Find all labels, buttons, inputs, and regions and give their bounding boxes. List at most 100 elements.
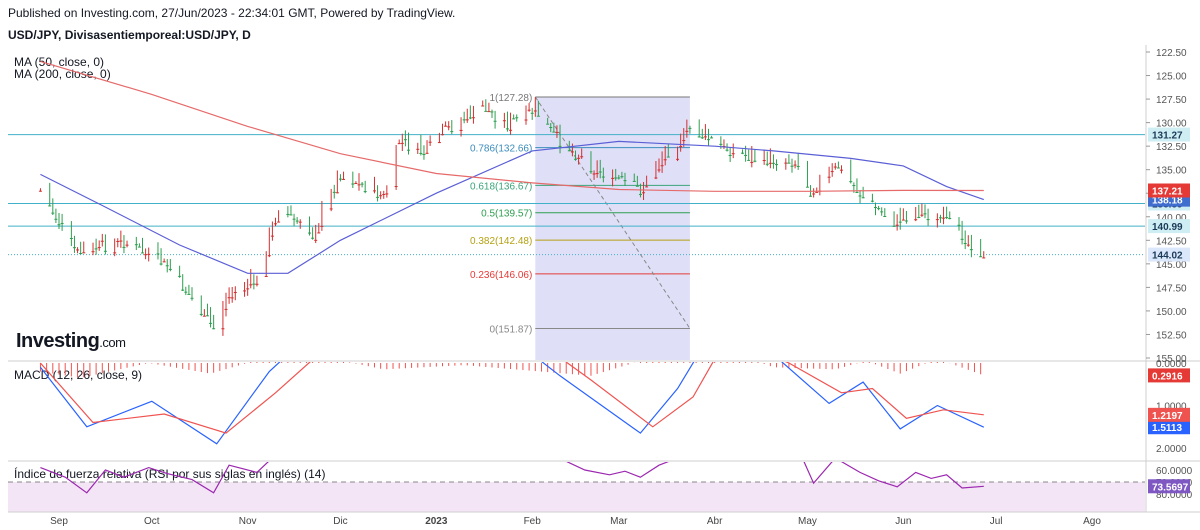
candle-up: [419, 152, 423, 154]
candle-up: [741, 152, 745, 154]
candle-down: [116, 240, 120, 242]
candle-down: [320, 225, 324, 227]
candle-down: [227, 297, 231, 299]
candle-down: [471, 117, 475, 119]
candle-up: [787, 162, 791, 164]
investing-logo: Investing.com: [16, 330, 126, 352]
candle-up: [688, 127, 692, 129]
candle-down: [685, 130, 689, 132]
candle-up: [156, 253, 160, 255]
price-pane: 0(151.87) 0.236(146.06) 0.382(142.48) 0.5(1…: [8, 60, 1145, 360]
candle-up: [706, 139, 710, 141]
fib-trend-line: [534, 96, 691, 329]
candle-down: [230, 297, 234, 299]
candle-down: [982, 257, 986, 259]
price-badge: 138.18: [1152, 196, 1183, 207]
candle-up: [858, 195, 862, 197]
candle-up: [79, 253, 83, 255]
candle-down: [942, 217, 946, 219]
candle-up: [536, 115, 540, 117]
candle-down: [125, 244, 129, 246]
candle-up: [870, 200, 874, 202]
time-tick-label: Abr: [707, 516, 723, 527]
candle-up: [286, 213, 290, 215]
candle-down: [679, 146, 683, 148]
candle-up: [598, 171, 602, 173]
candle-up: [877, 208, 881, 210]
candle-down: [437, 142, 441, 144]
hline-badge-bg: [1148, 127, 1190, 142]
candle-up: [406, 149, 410, 151]
candle-down: [595, 173, 599, 175]
candle-up: [945, 217, 949, 219]
candle-up: [292, 218, 296, 220]
ma50-line: [40, 140, 984, 274]
candle-down: [509, 129, 513, 131]
candle-up: [880, 211, 884, 213]
candle-up: [332, 191, 336, 193]
candle-down: [382, 193, 386, 195]
candle-up: [178, 275, 182, 277]
candle-down: [144, 254, 148, 256]
candle-down: [487, 111, 491, 113]
ma200-line: [40, 60, 984, 192]
candle-up: [190, 297, 194, 299]
macd-badge: 1.5113: [1152, 423, 1182, 434]
candle-up: [51, 212, 55, 214]
candle-down: [277, 221, 281, 223]
candle-down: [731, 153, 735, 155]
candle-down: [428, 141, 432, 143]
candle-up: [57, 224, 61, 226]
candle-up: [948, 218, 952, 220]
candle-up: [141, 252, 145, 254]
candle-down: [270, 235, 274, 237]
candle-up: [338, 178, 342, 180]
candle-down: [357, 184, 361, 186]
macd-tick-label: 1.0000: [1156, 402, 1187, 413]
candle-down: [249, 284, 253, 286]
candle-up: [836, 167, 840, 169]
fib-level-label: 0.618(136.67): [470, 181, 532, 192]
candle-down: [233, 292, 237, 294]
candle-up: [168, 268, 172, 270]
candle-up: [963, 243, 967, 245]
fib-level-label: 0.236(146.06): [470, 270, 532, 281]
candle-down: [830, 171, 834, 173]
candle-up: [549, 127, 553, 129]
fib-zone: [535, 97, 690, 360]
candle-down: [317, 232, 321, 234]
candle-down: [394, 186, 398, 188]
candle-up: [484, 110, 488, 112]
candle-up: [790, 165, 794, 167]
price-tick-label: 122.50: [1156, 48, 1187, 59]
rsi-line: [40, 462, 984, 494]
candle-down: [221, 328, 225, 330]
candle-down: [654, 177, 658, 179]
signal-line: [39, 362, 984, 434]
candle-down: [91, 251, 95, 253]
candle-down: [793, 164, 797, 166]
candle-up: [926, 219, 930, 221]
hline-badge: 144.02: [1152, 251, 1183, 262]
macd-pane: [39, 362, 985, 445]
candle-up: [493, 120, 497, 122]
macd-tick-label: 2.0000: [1156, 444, 1187, 455]
candle-up: [181, 289, 185, 291]
candle-up: [960, 238, 964, 240]
candle-down: [267, 255, 271, 257]
fib-level-label: 0.786(132.66): [470, 144, 532, 155]
candle-down: [100, 240, 104, 242]
candle-down: [82, 252, 86, 254]
candle-up: [923, 213, 927, 215]
candle-up: [403, 139, 407, 141]
candle-up: [796, 165, 800, 167]
candle-up: [744, 154, 748, 156]
price-tick-label: 145.00: [1156, 260, 1187, 271]
candle-up: [515, 117, 519, 119]
fib-level-label: 0.382(142.48): [470, 236, 532, 247]
time-tick-label: Dic: [333, 516, 347, 527]
candle-up: [376, 196, 380, 198]
candle-up: [589, 171, 593, 173]
candle-up: [103, 250, 107, 252]
